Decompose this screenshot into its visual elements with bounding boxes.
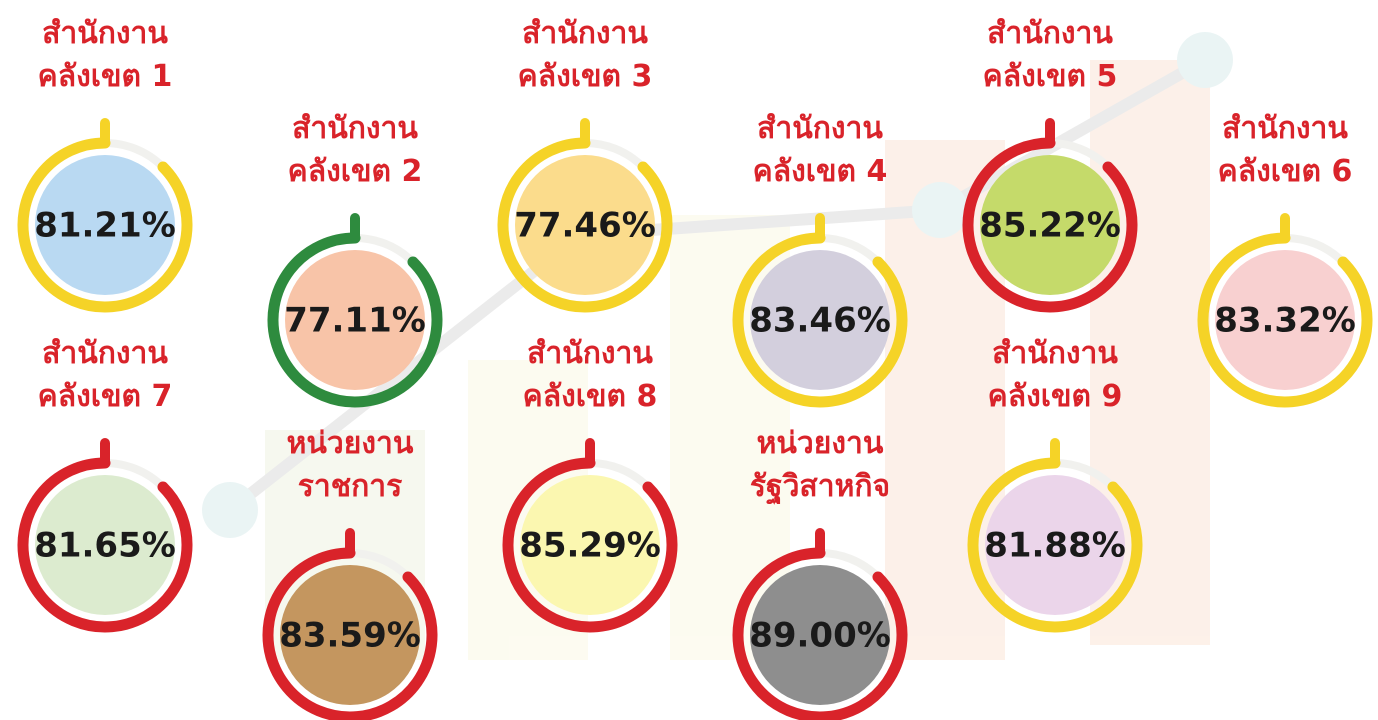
label: คลังเขต 4	[753, 154, 888, 189]
bg-dot	[912, 182, 968, 238]
value-disc	[515, 155, 655, 295]
label: สำนักงาน	[757, 111, 883, 146]
value: 77.46%	[514, 206, 656, 246]
label: สำนักงาน	[292, 111, 418, 146]
label: คลังเขต 9	[988, 379, 1123, 414]
ring-arc	[17, 137, 193, 313]
value-disc	[750, 565, 890, 705]
value: 77.11%	[284, 301, 426, 341]
label: สำนักงาน	[1222, 111, 1348, 146]
ring-arc	[262, 547, 438, 720]
value-disc	[280, 565, 420, 705]
ring-arc	[967, 457, 1143, 633]
label: สำนักงาน	[42, 16, 168, 51]
label: สำนักงาน	[42, 336, 168, 371]
label: รัฐวิสาหกิจ	[750, 469, 890, 506]
value-disc	[520, 475, 660, 615]
value: 85.29%	[519, 526, 661, 566]
label: คลังเขต 7	[38, 379, 173, 414]
value: 83.32%	[1214, 301, 1356, 341]
value: 81.21%	[34, 206, 176, 246]
ring-arc	[732, 232, 908, 408]
ring-arc	[17, 457, 193, 633]
value-disc	[285, 250, 425, 390]
label: คลังเขต 1	[38, 59, 173, 94]
label: สำนักงาน	[527, 336, 653, 371]
bg-dot	[1177, 32, 1233, 88]
label: คลังเขต 5	[983, 59, 1118, 94]
value: 85.22%	[979, 206, 1121, 246]
label: สำนักงาน	[522, 16, 648, 51]
label: หน่วยงาน	[757, 426, 884, 461]
bg-dot	[202, 482, 258, 538]
value-disc	[35, 475, 175, 615]
ring-arc	[1197, 232, 1373, 408]
label: หน่วยงาน	[287, 426, 414, 461]
label: สำนักงาน	[992, 336, 1118, 371]
value: 83.46%	[749, 301, 891, 341]
value-disc	[750, 250, 890, 390]
ring-arc	[732, 547, 908, 720]
value-disc	[35, 155, 175, 295]
value: 81.88%	[984, 526, 1126, 566]
value: 83.59%	[279, 616, 421, 656]
label: คลังเขต 6	[1218, 154, 1353, 189]
label: ราชการ	[298, 469, 402, 504]
label: สำนักงาน	[987, 16, 1113, 51]
label: คลังเขต 8	[523, 379, 658, 414]
bg-line	[226, 54, 1208, 515]
ring-arc	[267, 232, 443, 408]
ring-arc	[962, 137, 1138, 313]
label: คลังเขต 3	[518, 59, 653, 94]
ring-arc	[502, 457, 678, 633]
ring-arc	[497, 137, 673, 313]
value-disc	[980, 155, 1120, 295]
value: 89.00%	[749, 616, 891, 656]
label: คลังเขต 2	[288, 154, 423, 189]
value-disc	[985, 475, 1125, 615]
value-disc	[1215, 250, 1355, 390]
value: 81.65%	[34, 526, 176, 566]
